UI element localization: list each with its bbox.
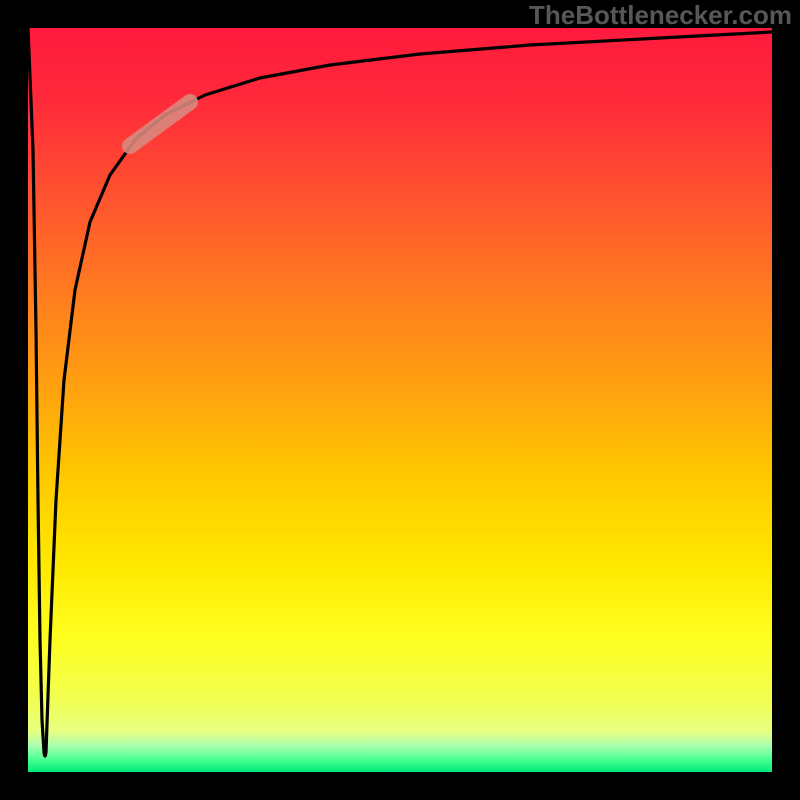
bottleneck-chart [0, 0, 800, 800]
chart-container: TheBottlenecker.com [0, 0, 800, 800]
watermark-text: TheBottlenecker.com [529, 0, 792, 31]
